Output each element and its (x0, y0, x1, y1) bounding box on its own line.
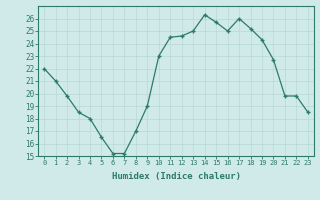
X-axis label: Humidex (Indice chaleur): Humidex (Indice chaleur) (111, 172, 241, 181)
